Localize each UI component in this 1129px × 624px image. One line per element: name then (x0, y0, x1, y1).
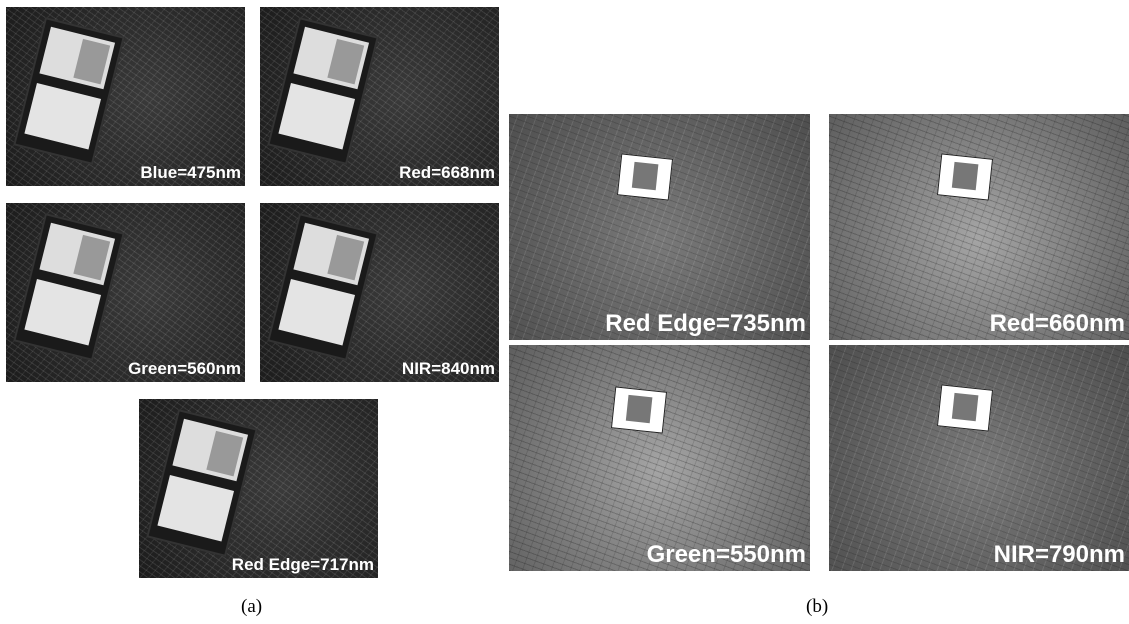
band-label: Red Edge=735nm (605, 310, 806, 337)
photo: Red=660nm (829, 114, 1129, 340)
band-label: Green=560nm (128, 359, 241, 378)
photo: Blue=475nm (6, 7, 245, 186)
band-label: Green=550nm (646, 541, 806, 568)
band-label: Red Edge=717nm (231, 555, 374, 574)
photo: NIR=840nm (260, 203, 499, 382)
band-label: Red=668nm (399, 163, 495, 182)
band-label: Red=660nm (989, 310, 1125, 337)
photo: Green=550nm (509, 345, 810, 571)
band-label: NIR=840nm (401, 359, 495, 378)
band-label: NIR=790nm (993, 541, 1125, 568)
caption: (a) (241, 596, 263, 617)
caption: (b) (806, 596, 829, 617)
photo: Red Edge=735nm (509, 114, 810, 340)
photo: NIR=790nm (829, 345, 1129, 571)
photo: Red Edge=717nm (139, 399, 378, 578)
photo: Red=668nm (260, 7, 499, 186)
band-label: Blue=475nm (140, 163, 241, 182)
photo: Green=560nm (6, 203, 245, 382)
